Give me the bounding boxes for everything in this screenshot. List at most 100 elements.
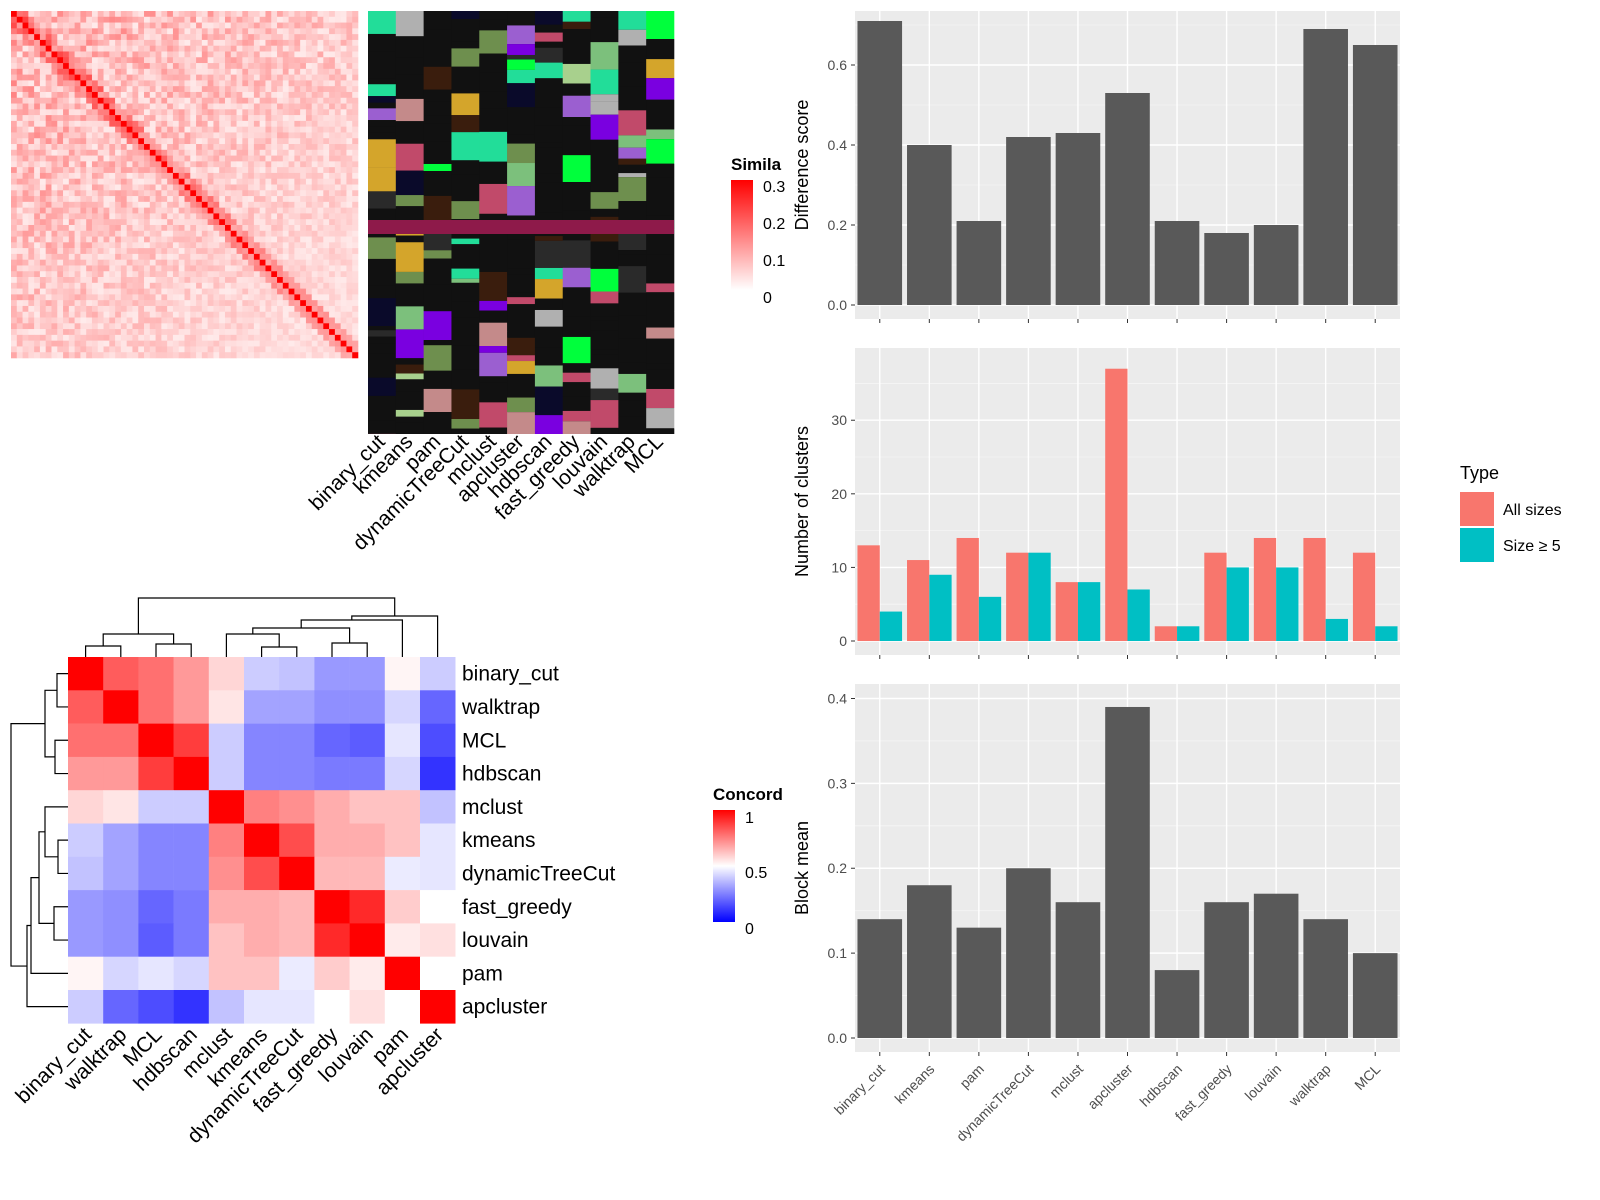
concordance-row-label: binary_cut bbox=[462, 663, 559, 686]
similarity-cell bbox=[103, 172, 110, 180]
cluster-segment bbox=[507, 83, 536, 108]
similarity-cell bbox=[311, 51, 318, 58]
cluster-segment bbox=[590, 69, 619, 95]
similarity-cell bbox=[323, 271, 330, 278]
similarity-cell bbox=[45, 74, 52, 81]
similarity-cell bbox=[334, 80, 341, 87]
dendrogram-branch bbox=[137, 597, 396, 634]
similarity-cell bbox=[346, 213, 353, 220]
similarity-cell bbox=[248, 34, 255, 41]
similarity-cell bbox=[300, 196, 307, 203]
similarity-cell bbox=[329, 22, 336, 29]
similarity-cell bbox=[288, 265, 295, 272]
similarity-cell bbox=[323, 352, 330, 359]
similarity-cell bbox=[155, 236, 162, 243]
similarity-cell bbox=[201, 34, 208, 41]
concordance-heatmap bbox=[68, 657, 456, 1024]
similarity-cell bbox=[63, 282, 70, 289]
similarity-cell bbox=[178, 184, 185, 191]
similarity-cell bbox=[144, 149, 151, 156]
similarity-cell bbox=[120, 242, 127, 249]
cluster-segment bbox=[590, 42, 619, 70]
similarity-cell bbox=[259, 57, 266, 64]
similarity-cell bbox=[80, 317, 87, 324]
similarity-cell bbox=[346, 259, 353, 266]
similarity-cell bbox=[126, 178, 133, 185]
similarity-cell bbox=[126, 294, 133, 301]
similarity-cell bbox=[63, 172, 70, 180]
similarity-cell bbox=[230, 184, 237, 191]
similarity-cell bbox=[248, 340, 255, 347]
similarity-cell bbox=[334, 155, 341, 162]
similarity-cell bbox=[224, 74, 232, 81]
similarity-cell bbox=[57, 352, 64, 359]
similarity-cell bbox=[178, 219, 185, 226]
similarity-cell bbox=[28, 219, 35, 226]
similarity-cell bbox=[126, 155, 133, 162]
similarity-cell bbox=[57, 213, 64, 220]
similarity-cell bbox=[236, 294, 243, 301]
similarity-cell bbox=[167, 259, 174, 266]
similarity-cell bbox=[271, 34, 278, 41]
similarity-cell bbox=[230, 91, 237, 99]
similarity-cell bbox=[28, 340, 35, 347]
concordance-cell bbox=[314, 923, 350, 957]
similarity-cell bbox=[201, 196, 208, 203]
similarity-cell bbox=[34, 57, 41, 64]
similarity-cell bbox=[63, 196, 70, 203]
similarity-cell bbox=[115, 63, 122, 70]
similarity-cell bbox=[230, 132, 237, 139]
similarity-cell bbox=[219, 288, 226, 295]
similarity-cell bbox=[126, 103, 133, 110]
similarity-cell bbox=[236, 288, 243, 295]
similarity-cell bbox=[207, 109, 214, 116]
similarity-cell bbox=[109, 213, 116, 220]
similarity-cell bbox=[109, 63, 116, 70]
cluster-segment bbox=[507, 304, 536, 332]
similarity-cell bbox=[190, 68, 197, 75]
similarity-cell bbox=[305, 311, 313, 318]
similarity-cell bbox=[115, 282, 122, 289]
similarity-cell bbox=[340, 86, 347, 93]
similarity-cell bbox=[68, 242, 75, 249]
similarity-cell bbox=[22, 201, 29, 208]
similarity-cell bbox=[282, 329, 289, 336]
similarity-cell bbox=[346, 282, 353, 289]
similarity-cell bbox=[224, 91, 232, 99]
similarity-cell bbox=[282, 11, 289, 18]
similarity-cell bbox=[340, 311, 347, 318]
similarity-cell bbox=[74, 39, 81, 46]
similarity-cell bbox=[34, 224, 41, 232]
similarity-cell bbox=[300, 190, 307, 197]
similarity-cell bbox=[259, 155, 266, 162]
similarity-cell bbox=[271, 311, 278, 318]
similarity-cell bbox=[167, 16, 174, 23]
similarity-cell bbox=[253, 207, 260, 214]
cluster-segment bbox=[451, 389, 480, 420]
similarity-cell bbox=[219, 207, 226, 214]
similarity-cell bbox=[39, 346, 46, 353]
cluster-segment bbox=[646, 338, 675, 364]
similarity-cell bbox=[39, 334, 46, 341]
similarity-cell bbox=[16, 288, 23, 295]
similarity-cell bbox=[311, 16, 318, 23]
similarity-cell bbox=[259, 39, 266, 46]
similarity-cell bbox=[346, 97, 353, 104]
similarity-cell bbox=[282, 305, 289, 313]
similarity-cell bbox=[207, 39, 214, 46]
similarity-cell bbox=[39, 253, 46, 260]
similarity-cell bbox=[16, 236, 23, 243]
cluster-segment bbox=[451, 238, 480, 245]
similarity-cell bbox=[196, 22, 203, 29]
similarity-cell bbox=[120, 57, 127, 64]
similarity-cell bbox=[190, 224, 197, 232]
similarity-cell bbox=[317, 115, 324, 122]
bar bbox=[879, 611, 903, 641]
similarity-cell bbox=[230, 265, 237, 272]
similarity-cell bbox=[172, 323, 180, 330]
similarity-cell bbox=[224, 80, 232, 87]
similarity-cell bbox=[68, 352, 75, 359]
similarity-cell bbox=[271, 334, 278, 341]
similarity-cell bbox=[329, 346, 336, 353]
similarity-cell bbox=[334, 86, 341, 93]
